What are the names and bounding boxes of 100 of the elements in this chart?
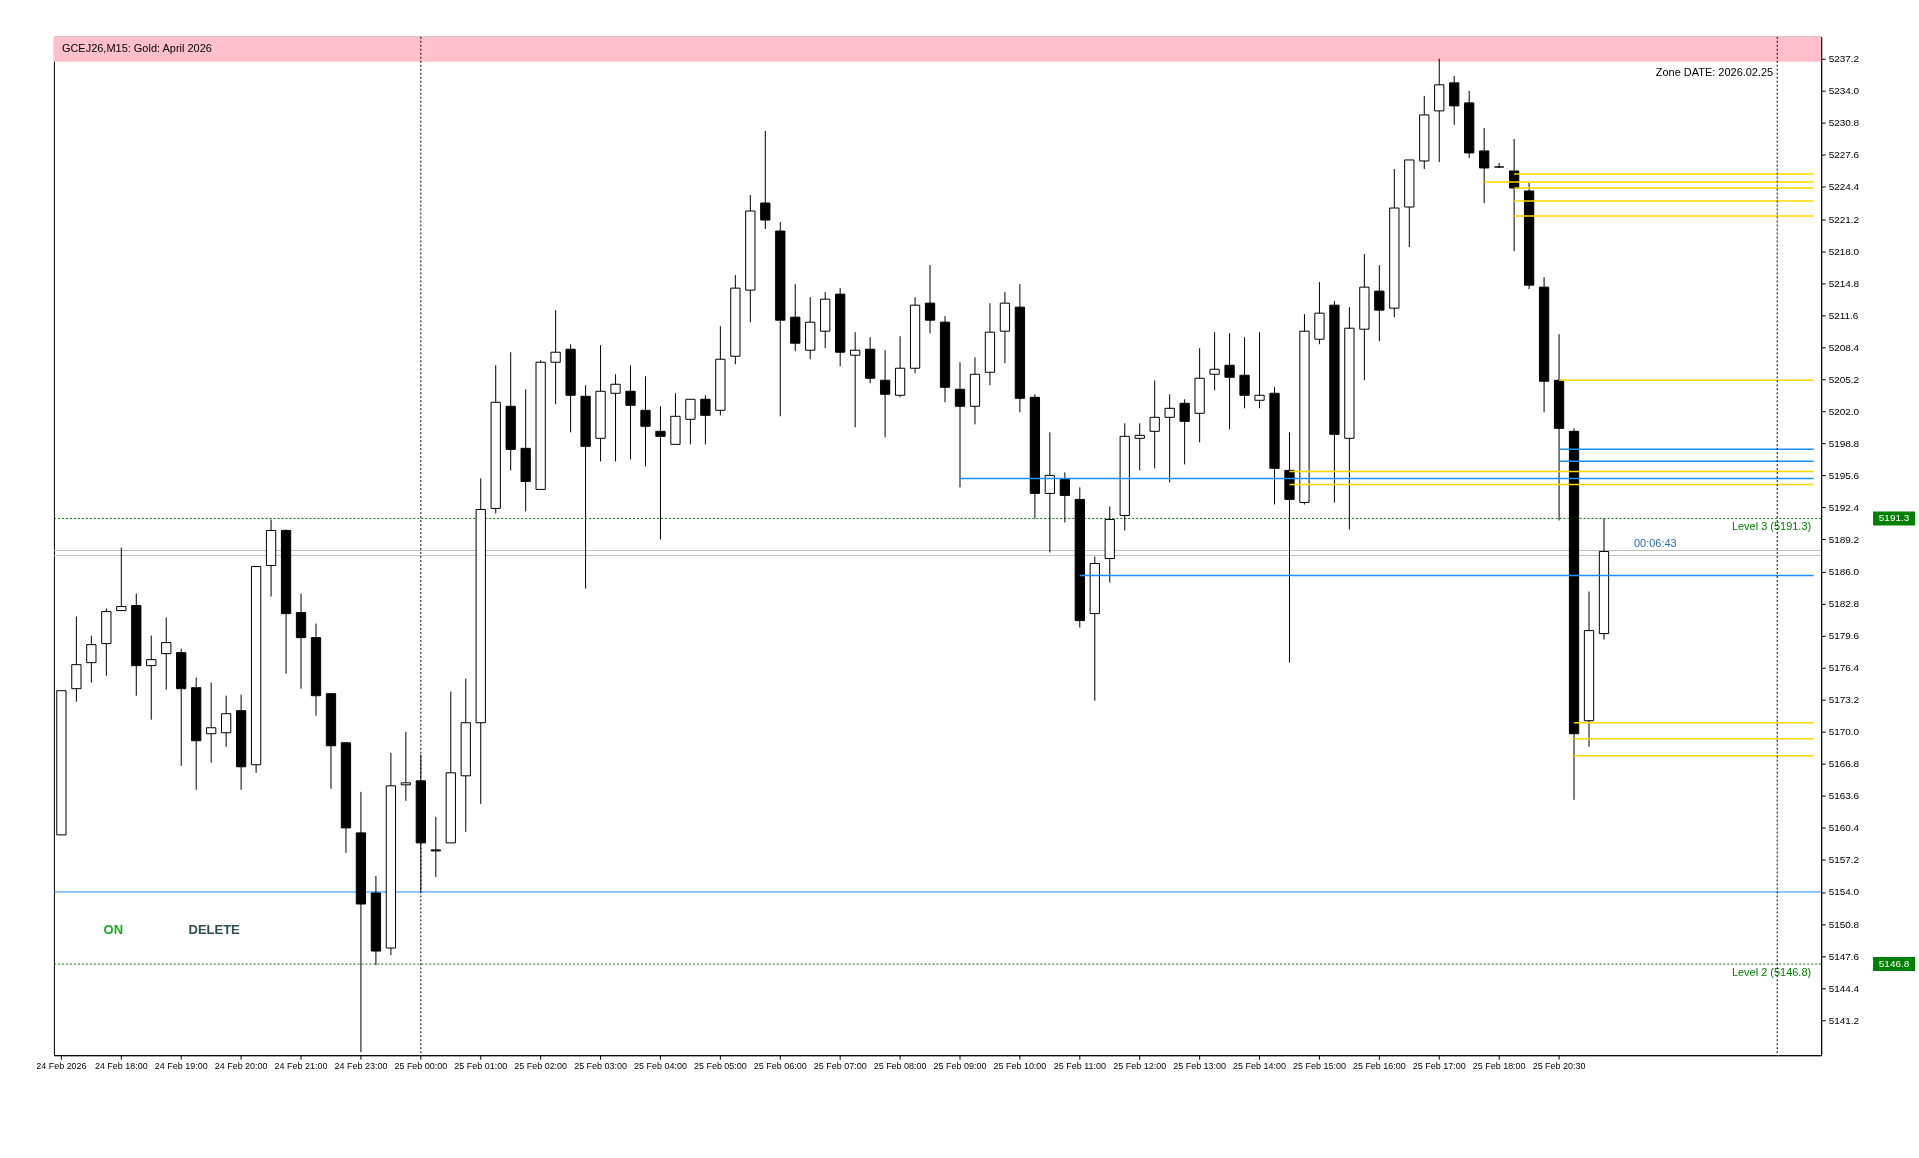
- text: 5191.3: [1878, 512, 1910, 524]
- candlestick: [1224, 332, 1235, 430]
- x-tick-label: 25 Feb 20:30: [1532, 1060, 1586, 1071]
- candlestick: [1059, 471, 1070, 523]
- y-tick-label: 5147.6: [1828, 950, 1860, 962]
- y-tick-label: 5214.8: [1828, 277, 1860, 289]
- y-tick-label: 5141.2: [1828, 1014, 1860, 1026]
- candlestick: [146, 635, 157, 721]
- y-tick-label: 5230.8: [1828, 117, 1860, 129]
- x-tick-label: 25 Feb 11:00: [1053, 1060, 1106, 1071]
- candlestick: [1239, 336, 1250, 409]
- ref-line-label: Level 2 (5146.8): [1731, 966, 1812, 979]
- candlestick: [1479, 127, 1490, 204]
- x-tick-label: 25 Feb 18:00: [1472, 1060, 1526, 1071]
- candlestick: [1254, 331, 1265, 409]
- x-tick-label: 25 Feb 05:00: [693, 1060, 747, 1071]
- candlestick: [221, 695, 232, 748]
- y-tick-label: 5234.0: [1828, 85, 1860, 97]
- x-tick-label: 25 Feb 08:00: [873, 1060, 927, 1071]
- y-tick-label: 5237.2: [1828, 53, 1860, 65]
- y-tick-label: 5208.4: [1828, 341, 1860, 353]
- candlestick: [850, 331, 861, 428]
- y-tick-label: 5182.8: [1828, 598, 1860, 610]
- y-tick-label: 5173.2: [1828, 694, 1860, 706]
- candlestick: [625, 364, 636, 460]
- x-tick-label: 24 Feb 23:00: [334, 1060, 388, 1071]
- candlestick: [655, 405, 666, 540]
- x-tick-label: 25 Feb 14:00: [1233, 1060, 1286, 1071]
- x-tick-label: 25 Feb 03:00: [574, 1060, 627, 1071]
- x-tick-label: 25 Feb 15:00: [1293, 1060, 1346, 1071]
- y-tick-label: 5150.8: [1828, 918, 1860, 930]
- x-tick-label: 24 Feb 2026: [36, 1060, 87, 1071]
- candlestick: [116, 546, 127, 612]
- candlestick: [1149, 379, 1160, 469]
- x-tick-label: 25 Feb 17:00: [1412, 1060, 1466, 1071]
- x-tick-label: 25 Feb 07:00: [813, 1060, 867, 1071]
- candlestick: [924, 264, 936, 334]
- y-tick-label: 5179.6: [1828, 630, 1860, 642]
- candlestick: [640, 375, 651, 467]
- x-tick-label: 25 Feb 00:00: [394, 1060, 448, 1071]
- y-tick-label: 5221.2: [1828, 213, 1860, 225]
- candlestick: [1449, 75, 1460, 126]
- annotation: 00:06:43: [1633, 536, 1677, 549]
- x-tick-label: 24 Feb 20:00: [214, 1060, 268, 1071]
- candlestick: [1134, 422, 1145, 471]
- candlestick: [430, 816, 441, 878]
- y-tick-label: 5202.0: [1828, 405, 1860, 417]
- y-tick-label: 5218.0: [1828, 245, 1860, 257]
- y-tick-label: 5154.0: [1828, 886, 1860, 898]
- candlestick: [400, 731, 412, 802]
- y-tick-label: 5224.4: [1828, 181, 1860, 193]
- candlestick: [954, 361, 966, 488]
- x-tick-label: 24 Feb 21:00: [274, 1060, 328, 1071]
- chart-title: GCEJ26,M15: Gold: April 2026: [61, 41, 212, 54]
- y-tick-label: 5205.2: [1828, 373, 1860, 385]
- y-tick-label: 5227.6: [1828, 149, 1860, 161]
- candlestick: [550, 309, 561, 405]
- x-tick-label: 25 Feb 04:00: [634, 1060, 687, 1071]
- candlestick: [610, 373, 621, 462]
- x-tick-label: 25 Feb 02:00: [514, 1060, 568, 1071]
- y-tick-label: 5160.4: [1828, 822, 1860, 834]
- candlestick: [879, 349, 891, 438]
- candlestick: [206, 682, 217, 764]
- x-tick-label: 25 Feb 09:00: [933, 1060, 987, 1071]
- text: 5146.8: [1878, 958, 1910, 970]
- y-tick-label: 5186.0: [1828, 566, 1860, 578]
- candlestick: [1209, 331, 1220, 391]
- y-tick-label: 5157.2: [1828, 854, 1860, 866]
- x-tick-label: 25 Feb 01:00: [454, 1060, 508, 1071]
- y-tick-label: 5163.6: [1828, 790, 1860, 802]
- x-tick-label: 25 Feb 13:00: [1173, 1060, 1227, 1071]
- candlestick: [161, 617, 172, 691]
- y-tick-label: 5144.4: [1828, 982, 1860, 994]
- y-tick-label: 5166.8: [1828, 758, 1860, 770]
- y-tick-label: 5170.0: [1828, 726, 1860, 738]
- annotation: ON: [103, 922, 124, 938]
- x-tick-label: 25 Feb 06:00: [753, 1060, 807, 1071]
- y-tick-label: 5211.6: [1828, 309, 1859, 321]
- y-tick-label: 5195.6: [1828, 469, 1860, 481]
- y-tick-label: 5189.2: [1828, 533, 1860, 545]
- ref-line-label: Level 3 (5191.3): [1731, 520, 1812, 533]
- annotation: DELETE: [188, 922, 241, 938]
- x-tick-label: 25 Feb 16:00: [1352, 1060, 1406, 1071]
- candlestick: [685, 398, 696, 445]
- candlestick: [86, 635, 97, 684]
- candlestick: [1164, 393, 1175, 483]
- candlestick: [1284, 431, 1295, 664]
- candlestick: [1179, 398, 1190, 465]
- x-tick-label: 25 Feb 12:00: [1113, 1060, 1167, 1071]
- annotation: Zone DATE: 2026.02.25: [1655, 65, 1774, 78]
- x-tick-label: 25 Feb 10:00: [993, 1060, 1047, 1071]
- candlestick: [700, 394, 711, 445]
- x-tick-label: 24 Feb 19:00: [154, 1060, 208, 1071]
- y-tick-label: 5192.4: [1828, 501, 1860, 513]
- candlestick: [1374, 264, 1385, 342]
- candlestick: [760, 130, 771, 230]
- x-tick-label: 24 Feb 18:00: [94, 1060, 148, 1071]
- y-tick-label: 5176.4: [1828, 662, 1860, 674]
- candlestick: [1044, 431, 1055, 553]
- y-tick-label: 5198.8: [1828, 437, 1860, 449]
